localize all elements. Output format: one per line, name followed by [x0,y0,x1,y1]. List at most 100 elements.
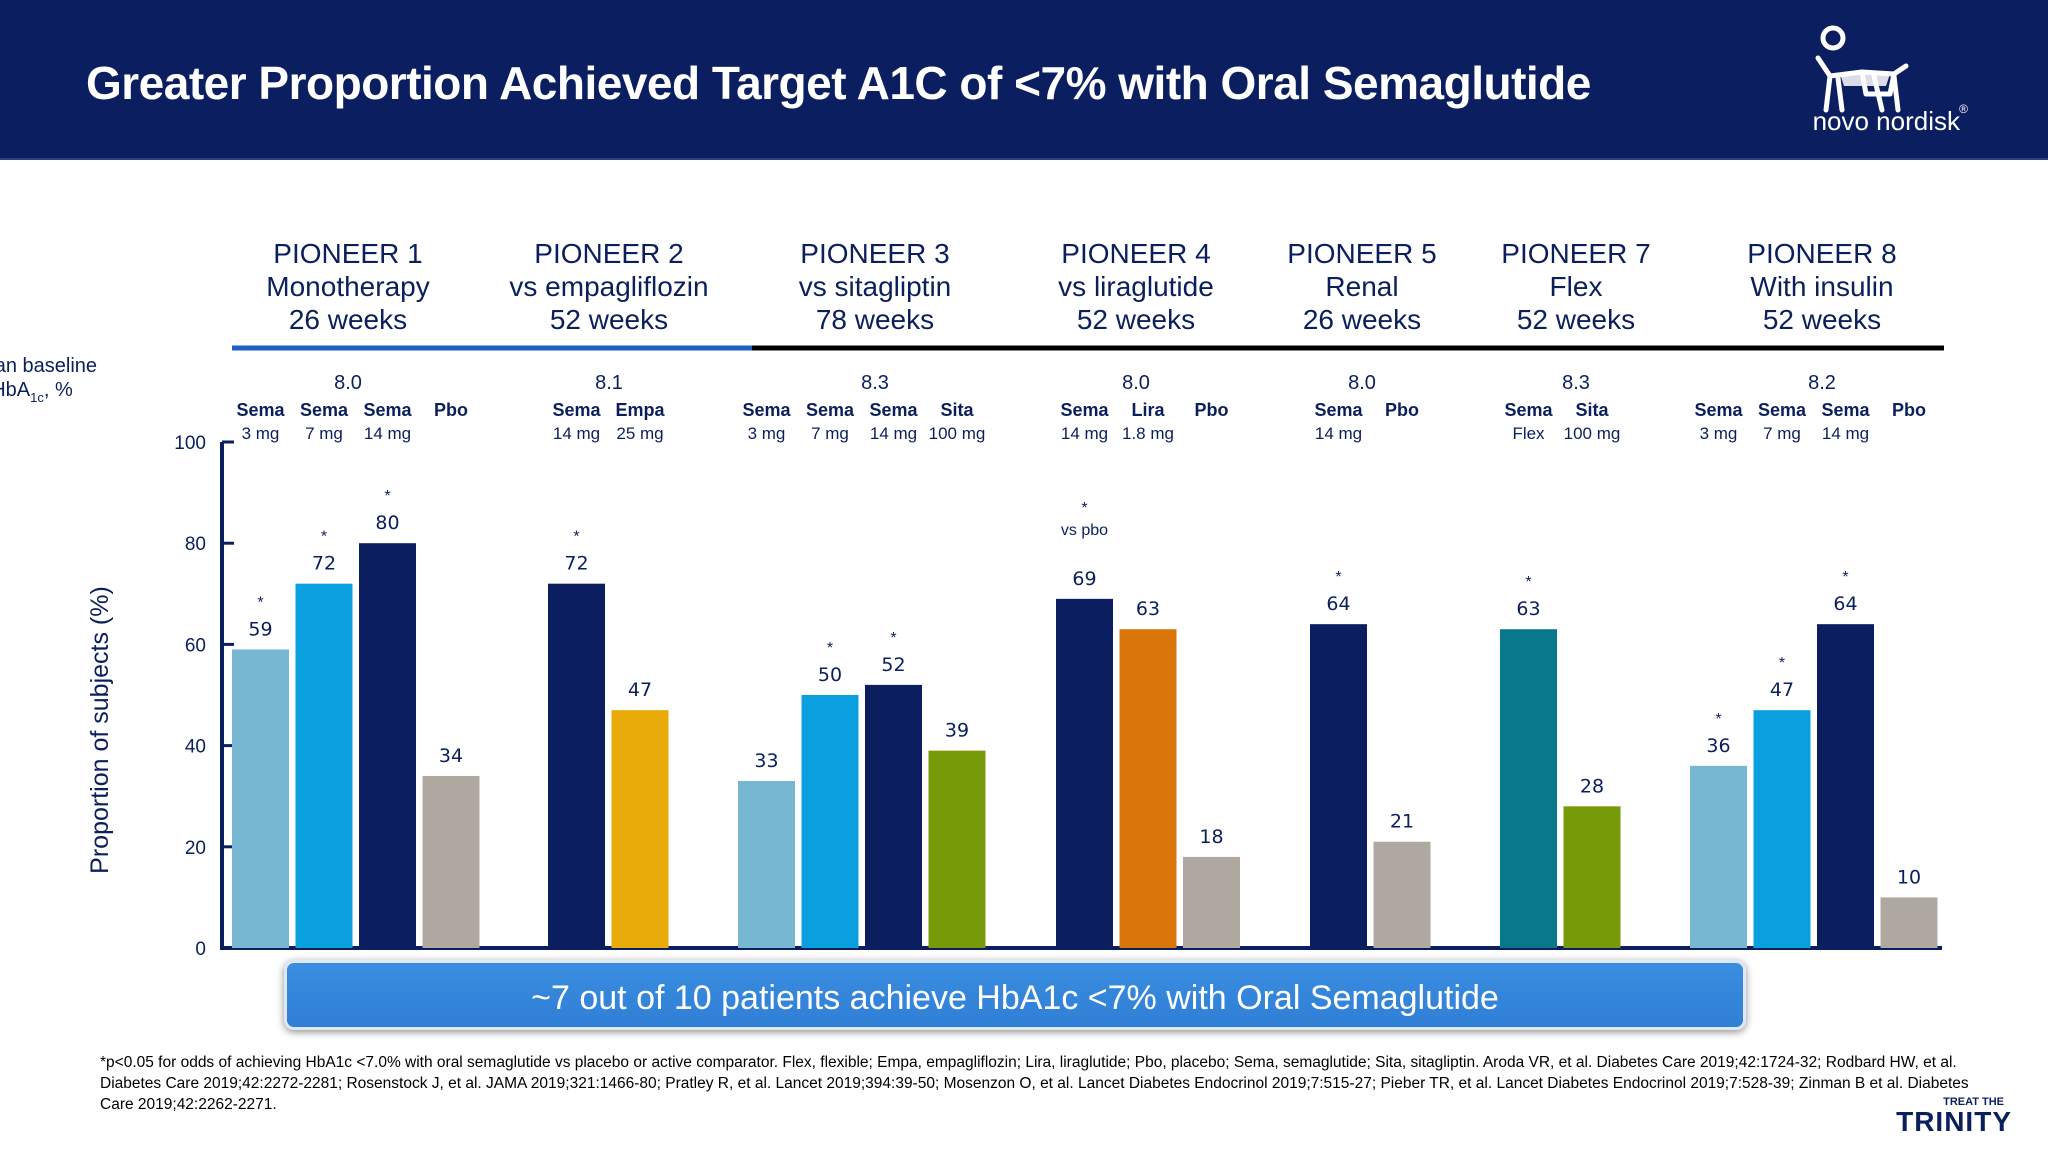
bar-dose-label: 14 mg [1822,424,1869,443]
bar-dose-label: 100 mg [1564,424,1621,443]
bar-drug-label: Pbo [1195,400,1229,420]
trial-baseline: 8.3 [861,372,889,394]
bar-drug-label: Pbo [434,400,468,420]
baseline-label: Mean baseline HbA1c, % [0,355,97,405]
bar [1119,629,1177,948]
significance-star: * [1525,574,1531,591]
trial-baseline: 8.0 [1348,372,1376,394]
bar-value-label: 10 [1897,866,1921,888]
significance-star: * [257,594,263,611]
significance-star: * [1715,711,1721,728]
bar-value-label: 39 [945,720,969,742]
bar-dose-label: 14 mg [1315,424,1362,443]
bar-value-label: 21 [1390,811,1414,833]
bar [801,695,859,948]
bar [928,750,986,948]
bar [1373,841,1431,948]
bar-dose-label: 1.8 mg [1122,424,1174,443]
baseline-label-line1: Mean baseline [0,355,97,377]
bar [738,781,795,948]
bar-dose-label: 3 mg [1700,424,1738,443]
brand-logo-text: novo nordisk [1812,106,1960,136]
bar-dose-label: 25 mg [616,424,663,443]
bar-value-label: 80 [375,512,399,534]
bar-value-label: 52 [881,654,905,676]
badge-logo: TRINITY [1896,1106,2012,1137]
trial-duration: 52 weeks [1763,304,1881,335]
baseline-unit: , % [44,379,73,401]
bar [1183,856,1240,948]
trial-duration: 78 weeks [816,304,934,335]
bar [1310,624,1367,948]
trial-baseline: 8.0 [334,372,362,394]
trial-comparison: vs liraglutide [1058,271,1214,302]
bar-drug-label: Sema [742,400,791,420]
bar [611,710,669,948]
footnote: *p<0.05 for odds of achieving HbA1c <7.0… [100,1054,1969,1113]
trial-baseline: 8.2 [1808,372,1836,394]
trial-comparison: With insulin [1750,271,1893,302]
bar-value-label: 34 [439,745,463,767]
bar-value-label: 64 [1326,593,1350,615]
bar-drug-label: Pbo [1892,400,1926,420]
trial-comparison: vs empagliflozin [509,271,708,302]
page-title: Greater Proportion Achieved Target A1C o… [86,57,1591,109]
bar-dose-label: 14 mg [870,424,917,443]
baseline-label-line2: HbA1c, % [0,379,73,405]
bar-drug-label: Sema [552,400,601,420]
bar-drug-label: Sema [806,400,855,420]
trial-duration: 52 weeks [1077,304,1195,335]
bar-dose-label: 14 mg [1061,424,1108,443]
bar [232,649,289,948]
trial-name: PIONEER 2 [534,238,683,269]
bar-value-label: 72 [564,553,588,575]
bar-value-label: 69 [1072,568,1096,590]
bar [1753,710,1811,948]
bar-value-label: 33 [754,750,778,772]
bar-dose-label: 100 mg [929,424,986,443]
y-tick-label: 0 [195,939,206,960]
bar-drug-label: Sita [1575,400,1609,420]
trial-name: PIONEER 3 [800,238,949,269]
trial-duration: 26 weeks [1303,304,1421,335]
significance-star: * [890,630,896,647]
trial-comparison: Monotherapy [266,271,429,302]
bar [1500,629,1557,948]
bar-drug-label: Sema [1504,400,1553,420]
bar-value-label: 47 [1770,679,1794,701]
bar-value-label: 64 [1833,593,1857,615]
trial-name: PIONEER 5 [1287,238,1436,269]
bar-drug-label: Pbo [1385,400,1419,420]
bar-value-label: 47 [628,679,652,701]
bar-drug-label: Sita [940,400,974,420]
registered-mark: ® [1959,102,1968,116]
baseline-sub: 1c [30,390,44,405]
y-tick-label: 40 [185,737,206,758]
bar [422,775,480,948]
bar-drug-label: Sema [363,400,412,420]
trial-duration: 52 weeks [1517,304,1635,335]
significance-star: * [1335,569,1341,586]
bar [548,583,605,948]
bar [1056,598,1113,948]
trial-duration: 52 weeks [550,304,668,335]
trial-comparison: Renal [1325,271,1398,302]
significance-star: * [384,488,390,505]
callout-banner: ~7 out of 10 patients achieve HbA1c <7% … [284,960,1746,1030]
bar-drug-label: Empa [615,400,665,420]
trial-comparison: Flex [1550,271,1603,302]
trial-name: PIONEER 1 [273,238,422,269]
header-banner: Greater Proportion Achieved Target A1C o… [0,0,2048,160]
bar-drug-label: Sema [236,400,285,420]
bar-dose-label: 14 mg [553,424,600,443]
badge-top: TREAT THE [1943,1096,2004,1108]
trial-name: PIONEER 4 [1061,238,1210,269]
trial-comparison: vs sitagliptin [799,271,952,302]
bar-drug-label: Sema [869,400,918,420]
bar [1563,806,1621,948]
y-tick-label: 80 [185,534,206,555]
bar-drug-label: Lira [1131,400,1165,420]
trial-name: PIONEER 7 [1501,238,1650,269]
